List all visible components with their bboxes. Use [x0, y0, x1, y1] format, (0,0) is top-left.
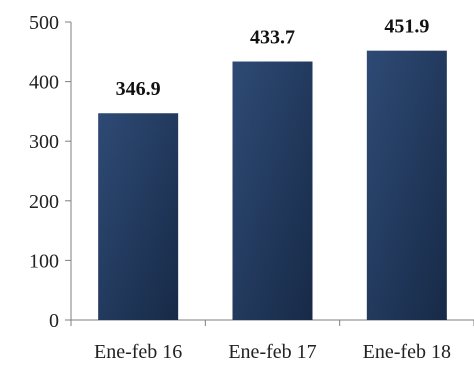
- data-labels: 346.9 433.7 451.9: [116, 16, 430, 101]
- bar-value-label: 451.9: [384, 16, 429, 38]
- bar-value-label: 346.9: [116, 78, 161, 100]
- y-tick-label: 200: [29, 191, 59, 213]
- y-tick-label: 400: [29, 72, 59, 94]
- x-category-label: Ene-feb 17: [228, 341, 316, 363]
- bars: [98, 50, 447, 321]
- x-category-label: Ene-feb 18: [363, 341, 451, 363]
- x-category-label: Ene-feb 16: [94, 341, 182, 363]
- x-axis: Ene-feb 16 Ene-feb 17 Ene-feb 18: [70, 319, 474, 363]
- y-tick-label: 0: [49, 310, 59, 332]
- bar: [366, 50, 447, 320]
- y-tick-label: 100: [29, 250, 59, 272]
- bar: [98, 113, 179, 321]
- y-tick-label: 300: [29, 131, 59, 153]
- y-axis: 0 100 200 300 400 500: [29, 12, 72, 332]
- y-tick-label: 500: [29, 12, 59, 34]
- bar: [232, 61, 313, 320]
- bar-value-label: 433.7: [250, 27, 295, 49]
